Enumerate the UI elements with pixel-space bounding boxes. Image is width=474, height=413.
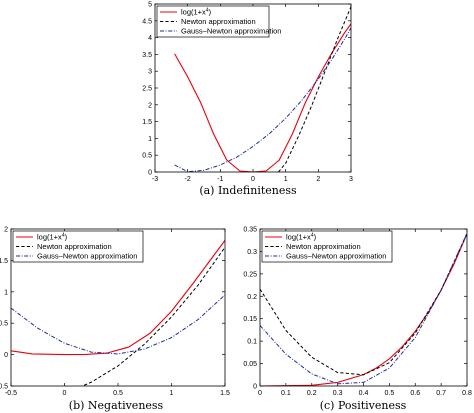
x-tick-label: 1 xyxy=(170,390,174,397)
x-tick-label: 2 xyxy=(316,176,320,183)
series-line-1 xyxy=(11,239,225,356)
legend-box xyxy=(261,230,393,263)
series-line-2 xyxy=(260,233,467,376)
legend-label: Gauss–Newton approximation xyxy=(286,252,386,261)
plot-frame xyxy=(154,3,352,173)
chart-panel-2: -0.5 0 0.5 1 1.5 -0.5 0 0.5 1 1.5 2 log(1+x4)Newton… xyxy=(0,227,230,413)
legend-label: log(1+x4) xyxy=(181,8,212,17)
y-tick-label: 3.5 xyxy=(142,52,152,59)
legend: log(1+x4)Newton approximationGauss–Newto… xyxy=(156,5,281,38)
chart-caption: (c) Positiveness xyxy=(320,399,407,412)
x-tick-label: -1 xyxy=(217,176,223,183)
legend-label: Newton approximation xyxy=(37,242,112,251)
y-tick-label: 0.2 xyxy=(247,294,257,301)
series-line-3 xyxy=(260,233,467,385)
legend-label: Gauss–Newton approximation xyxy=(37,252,137,261)
x-tick-label: 0.5 xyxy=(385,390,395,397)
x-tick-label: 1.5 xyxy=(220,390,230,397)
chart-caption: (a) Indefiniteness xyxy=(199,184,297,197)
y-tick-label: 0.25 xyxy=(243,271,257,278)
legend-label: Newton approximation xyxy=(286,242,361,251)
x-tick-label: 0.7 xyxy=(436,390,446,397)
series-line-2 xyxy=(81,246,225,386)
series-line-3 xyxy=(11,294,225,355)
x-tick-label: -3 xyxy=(152,176,158,183)
y-tick-label: 1 xyxy=(148,136,152,143)
legend-box xyxy=(12,230,144,263)
legend-box xyxy=(156,5,270,38)
x-tick-label: 1 xyxy=(284,176,288,183)
y-tick-label: 0.15 xyxy=(243,316,257,323)
y-tick-label: 1.5 xyxy=(142,119,152,126)
legend-label: log(1+x4) xyxy=(37,233,68,242)
plot-frame xyxy=(259,228,468,387)
legend: log(1+x4)Newton approximationGauss–Newto… xyxy=(12,230,144,263)
legend: log(1+x4)Newton approximationGauss–Newto… xyxy=(261,230,393,263)
x-tick-label: 0.4 xyxy=(359,390,369,397)
y-tick-label: 0.3 xyxy=(247,249,257,256)
y-tick-label: 2.5 xyxy=(142,86,152,93)
y-tick-label: 3 xyxy=(148,69,152,76)
x-tick-label: 0.3 xyxy=(333,390,343,397)
y-tick-label: 1 xyxy=(4,289,8,296)
x-tick-label: 0 xyxy=(258,390,262,397)
x-tick-label: 0.5 xyxy=(113,390,123,397)
series-group xyxy=(174,6,351,172)
chart-panel-1: -3 -2 -1 0 1 2 3 0 0.5 1 1.5 2 2.5 3 3.5 4 4.5 5 log(1+x4)… xyxy=(142,2,353,198)
chart-panel-3: 0 0.1 0.2 0.3 0.4 0.5 0.6 0.7 0.8 0 0.05 0.1 0.15 0.2… xyxy=(243,227,472,413)
series-line-2 xyxy=(278,6,351,172)
y-tick-label: 0.35 xyxy=(243,227,257,234)
x-tick-label: 0.6 xyxy=(410,390,420,397)
y-tick-label: 0.05 xyxy=(243,361,257,368)
series-group xyxy=(11,239,225,386)
x-tick-label: -0.5 xyxy=(5,390,17,397)
chart-caption: (b) Negativeness xyxy=(69,399,164,412)
series-group xyxy=(260,233,467,386)
y-tick-label: 4 xyxy=(148,35,152,42)
y-tick-label: -0.5 xyxy=(0,384,8,391)
legend-label: Gauss–Newton approximation xyxy=(181,27,281,36)
x-tick-label: 3 xyxy=(349,176,353,183)
series-line-3 xyxy=(174,27,351,172)
y-tick-label: 4.5 xyxy=(142,18,152,25)
x-tick-label: 0 xyxy=(251,176,255,183)
y-tick-label: 2 xyxy=(148,102,152,109)
y-tick-label: 0 xyxy=(148,170,152,177)
y-tick-label: 0.5 xyxy=(142,153,152,160)
x-tick-label: 0.2 xyxy=(307,390,317,397)
series-line-1 xyxy=(174,23,351,172)
legend-label: Newton approximation xyxy=(181,17,256,26)
y-tick-label: 5 xyxy=(148,2,152,9)
x-tick-label: 0.8 xyxy=(462,390,472,397)
plot-frame xyxy=(10,228,226,387)
x-tick-label: 0 xyxy=(63,390,67,397)
y-tick-label: 0 xyxy=(4,352,8,359)
legend-label: log(1+x4) xyxy=(286,233,317,242)
y-tick-label: 1.5 xyxy=(0,258,8,265)
x-tick-label: -2 xyxy=(185,176,191,183)
y-tick-label: 0.1 xyxy=(247,339,257,346)
y-tick-label: 0 xyxy=(253,384,257,391)
y-tick-label: 2 xyxy=(4,227,8,234)
x-tick-label: 0.1 xyxy=(281,390,291,397)
y-tick-label: 0.5 xyxy=(0,321,8,328)
